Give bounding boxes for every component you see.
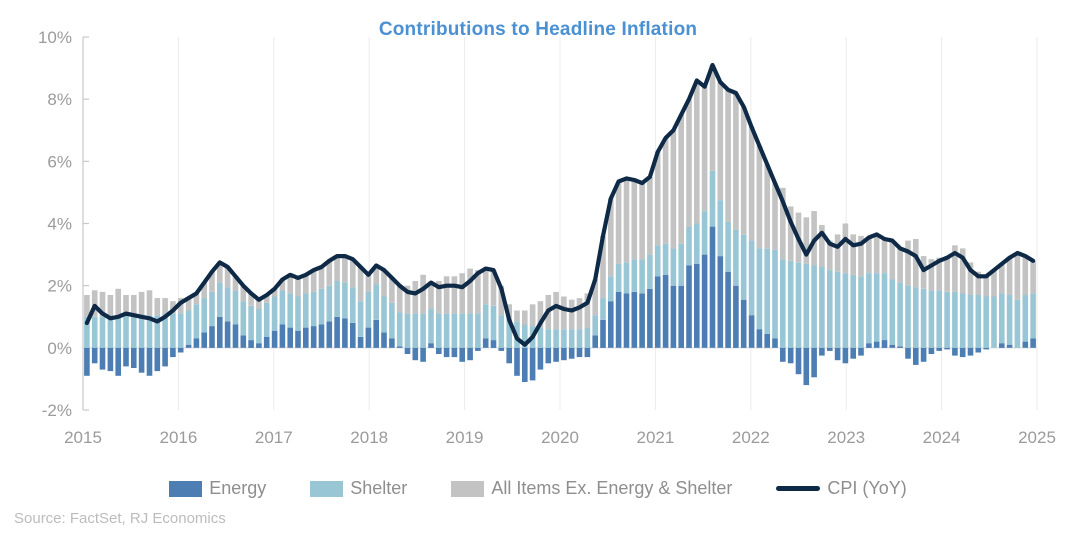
legend-label: Shelter: [350, 478, 408, 498]
svg-text:2015: 2015: [64, 428, 102, 447]
legend-item-energy: Energy: [169, 478, 266, 499]
svg-text:0%: 0%: [47, 339, 72, 358]
cpi-line-swatch-icon: [776, 486, 821, 491]
svg-text:2022: 2022: [732, 428, 770, 447]
svg-text:2018: 2018: [350, 428, 388, 447]
legend-label: CPI (YoY): [827, 478, 907, 498]
svg-text:2016: 2016: [159, 428, 197, 447]
svg-text:2025: 2025: [1018, 428, 1056, 447]
shelter-swatch-icon: [310, 480, 344, 497]
all-items-swatch-icon: [451, 480, 485, 497]
chart-canvas: 2015 2016 2017 2018 2019 2020 2021 2022 2023 2024…: [38, 28, 1056, 447]
legend-label: Energy: [209, 478, 267, 498]
svg-text:8%: 8%: [47, 90, 72, 109]
chart-legend: Energy Shelter All Items Ex. Energy & Sh…: [0, 478, 1076, 499]
legend-item-cpi: CPI (YoY): [776, 478, 907, 499]
svg-text:10%: 10%: [38, 28, 72, 47]
legend-item-all-items-ex: All Items Ex. Energy & Shelter: [451, 478, 732, 499]
svg-text:2020: 2020: [541, 428, 579, 447]
svg-text:2017: 2017: [255, 428, 293, 447]
svg-text:2024: 2024: [923, 428, 961, 447]
svg-text:2023: 2023: [827, 428, 865, 447]
svg-text:2019: 2019: [446, 428, 484, 447]
svg-text:2021: 2021: [636, 428, 674, 447]
legend-item-shelter: Shelter: [310, 478, 407, 499]
svg-text:6%: 6%: [47, 152, 72, 171]
source-caption: Source: FactSet, RJ Economics: [14, 510, 226, 527]
svg-text:-2%: -2%: [42, 401, 72, 420]
chart-title: Contributions to Headline Inflation: [378, 19, 698, 40]
svg-text:2%: 2%: [47, 277, 72, 296]
legend-label: All Items Ex. Energy & Shelter: [491, 478, 733, 498]
svg-text:4%: 4%: [47, 215, 72, 234]
energy-swatch-icon: [169, 480, 203, 497]
